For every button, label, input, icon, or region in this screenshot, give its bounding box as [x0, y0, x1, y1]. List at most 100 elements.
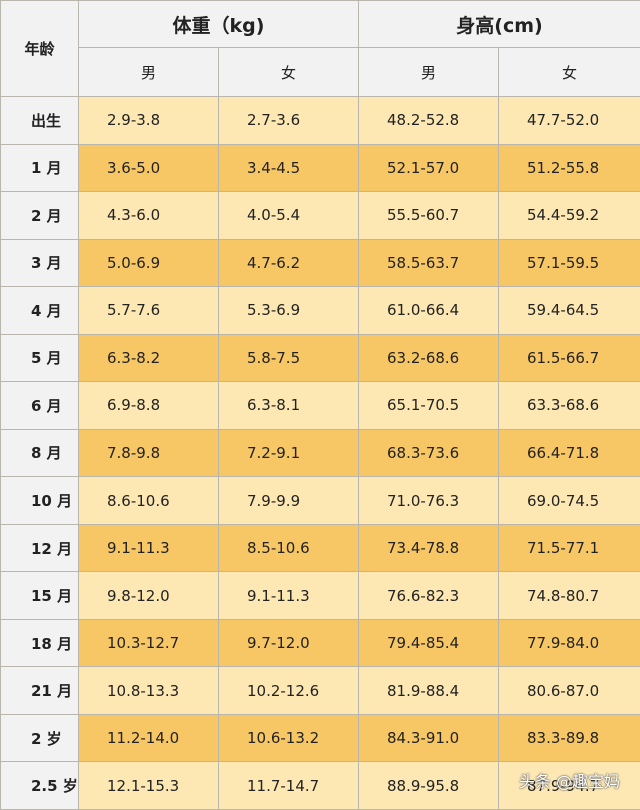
age-cell: 4 月 — [0, 286, 79, 335]
age-cell: 3 月 — [0, 238, 79, 288]
weight-male-cell: 8.6-10.6 — [78, 476, 219, 525]
age-cell: 8 月 — [0, 428, 79, 478]
height-female-cell: 54.4-59.2 — [498, 191, 640, 240]
weight-header: 体重（kg) — [77, 0, 360, 48]
height-female-cell: 83.3-89.8 — [498, 713, 640, 763]
watermark: 头条 @趣宝妈 — [518, 772, 620, 791]
height-female-cell: 77.9-84.0 — [498, 618, 640, 668]
height-male-cell: 48.2-52.8 — [358, 96, 500, 145]
table-row: 5 月 6.3-8.2 5.8-7.5 63.2-68.6 61.5-66.7 — [0, 333, 640, 383]
weight-male-cell: 5.7-7.6 — [78, 286, 219, 335]
table-row: 15 月 9.8-12.0 9.1-11.3 76.6-82.3 74.8-80… — [0, 571, 640, 620]
height-male-cell: 55.5-60.7 — [358, 191, 500, 240]
table-row: 18 月 10.3-12.7 9.7-12.0 79.4-85.4 77.9-8… — [0, 618, 640, 668]
age-cell: 5 月 — [0, 333, 79, 383]
weight-female-cell: 9.7-12.0 — [217, 618, 360, 668]
height-male-cell: 58.5-63.7 — [358, 238, 500, 288]
weight-female-cell: 7.2-9.1 — [217, 428, 360, 478]
height-male-cell: 52.1-57.0 — [358, 143, 500, 193]
height-female-cell: 61.5-66.7 — [498, 333, 640, 383]
height-male-cell: 61.0-66.4 — [358, 286, 500, 335]
table-row: 2 岁 11.2-14.0 10.6-13.2 84.3-91.0 83.3-8… — [0, 713, 640, 763]
height-male-cell: 63.2-68.6 — [358, 333, 500, 383]
height-female-cell: 74.8-80.7 — [498, 571, 640, 620]
height-male-cell: 65.1-70.5 — [358, 381, 500, 430]
weight-female-cell: 4.0-5.4 — [217, 191, 360, 240]
height-male-cell: 84.3-91.0 — [358, 713, 500, 763]
height-female-cell: 66.4-71.8 — [498, 428, 640, 478]
weight-female-cell: 8.5-10.6 — [217, 523, 360, 573]
height-header: 身高(cm) — [358, 0, 640, 48]
table-row: 12 月 9.1-11.3 8.5-10.6 73.4-78.8 71.5-77… — [0, 523, 640, 573]
age-cell: 15 月 — [0, 571, 79, 620]
age-cell: 21 月 — [0, 666, 79, 715]
weight-female-cell: 5.8-7.5 — [217, 333, 360, 383]
weight-female-cell: 2.7-3.6 — [217, 96, 360, 145]
age-cell: 18 月 — [0, 618, 79, 668]
age-header: 年龄 — [0, 0, 79, 97]
weight-male-cell: 3.6-5.0 — [78, 143, 219, 193]
table-row: 2.5 岁 12.1-15.3 11.7-14.7 88.9-95.8 87.9… — [0, 761, 640, 810]
height-female-cell: 47.7-52.0 — [498, 96, 640, 145]
age-cell: 1 月 — [0, 143, 79, 193]
height-female-cell: 51.2-55.8 — [498, 143, 640, 193]
age-cell: 2 月 — [0, 191, 79, 240]
table-row: 出生 2.9-3.8 2.7-3.6 48.2-52.8 47.7-52.0 — [0, 96, 640, 145]
height-male-cell: 79.4-85.4 — [358, 618, 500, 668]
height-female-header: 女 — [498, 47, 640, 97]
height-female-cell: 59.4-64.5 — [498, 286, 640, 335]
height-male-cell: 71.0-76.3 — [358, 476, 500, 525]
weight-male-cell: 12.1-15.3 — [78, 761, 219, 810]
height-female-cell: 80.6-87.0 — [498, 666, 640, 715]
weight-male-cell: 6.9-8.8 — [78, 381, 219, 430]
weight-male-cell: 10.8-13.3 — [78, 666, 219, 715]
age-cell: 6 月 — [0, 381, 79, 430]
weight-female-cell: 11.7-14.7 — [217, 761, 360, 810]
weight-male-cell: 6.3-8.2 — [78, 333, 219, 383]
weight-female-cell: 10.2-12.6 — [217, 666, 360, 715]
weight-male-header: 男 — [78, 47, 219, 97]
weight-female-header: 女 — [217, 47, 360, 97]
age-cell: 10 月 — [0, 476, 79, 525]
table-row: 2 月 4.3-6.0 4.0-5.4 55.5-60.7 54.4-59.2 — [0, 191, 640, 240]
height-female-cell: 63.3-68.6 — [498, 381, 640, 430]
weight-male-cell: 11.2-14.0 — [78, 713, 219, 763]
table-row: 4 月 5.7-7.6 5.3-6.9 61.0-66.4 59.4-64.5 — [0, 286, 640, 335]
weight-male-cell: 9.8-12.0 — [78, 571, 219, 620]
height-female-cell: 57.1-59.5 — [498, 238, 640, 288]
table-row: 1 月 3.6-5.0 3.4-4.5 52.1-57.0 51.2-55.8 — [0, 143, 640, 193]
weight-male-cell: 7.8-9.8 — [78, 428, 219, 478]
weight-female-cell: 6.3-8.1 — [217, 381, 360, 430]
table-body: 出生 2.9-3.8 2.7-3.6 48.2-52.8 47.7-52.0 1… — [0, 96, 640, 810]
weight-male-cell: 4.3-6.0 — [78, 191, 219, 240]
height-male-header: 男 — [358, 47, 500, 97]
height-female-cell: 87.9-94.7 — [498, 761, 640, 810]
weight-female-cell: 5.3-6.9 — [217, 286, 360, 335]
height-male-cell: 73.4-78.8 — [358, 523, 500, 573]
height-male-cell: 76.6-82.3 — [358, 571, 500, 620]
weight-female-cell: 4.7-6.2 — [217, 238, 360, 288]
weight-female-cell: 10.6-13.2 — [217, 713, 360, 763]
age-cell: 出生 — [0, 96, 79, 145]
table-row: 6 月 6.9-8.8 6.3-8.1 65.1-70.5 63.3-68.6 — [0, 381, 640, 430]
height-male-cell: 88.9-95.8 — [358, 761, 500, 810]
height-male-cell: 68.3-73.6 — [358, 428, 500, 478]
table-row: 3 月 5.0-6.9 4.7-6.2 58.5-63.7 57.1-59.5 — [0, 238, 640, 288]
table-row: 21 月 10.8-13.3 10.2-12.6 81.9-88.4 80.6-… — [0, 666, 640, 715]
weight-male-cell: 2.9-3.8 — [78, 96, 219, 145]
age-cell: 12 月 — [0, 523, 79, 573]
weight-male-cell: 9.1-11.3 — [78, 523, 219, 573]
age-cell: 2 岁 — [0, 713, 79, 763]
weight-male-cell: 5.0-6.9 — [78, 238, 219, 288]
weight-female-cell: 7.9-9.9 — [217, 476, 360, 525]
age-cell: 2.5 岁 — [0, 761, 79, 810]
height-male-cell: 81.9-88.4 — [358, 666, 500, 715]
height-female-cell: 69.0-74.5 — [498, 476, 640, 525]
weight-female-cell: 9.1-11.3 — [217, 571, 360, 620]
height-female-cell: 71.5-77.1 — [498, 523, 640, 573]
table-row: 8 月 7.8-9.8 7.2-9.1 68.3-73.6 66.4-71.8 — [0, 428, 640, 478]
weight-female-cell: 3.4-4.5 — [217, 143, 360, 193]
weight-male-cell: 10.3-12.7 — [78, 618, 219, 668]
table-row: 10 月 8.6-10.6 7.9-9.9 71.0-76.3 69.0-74.… — [0, 476, 640, 525]
